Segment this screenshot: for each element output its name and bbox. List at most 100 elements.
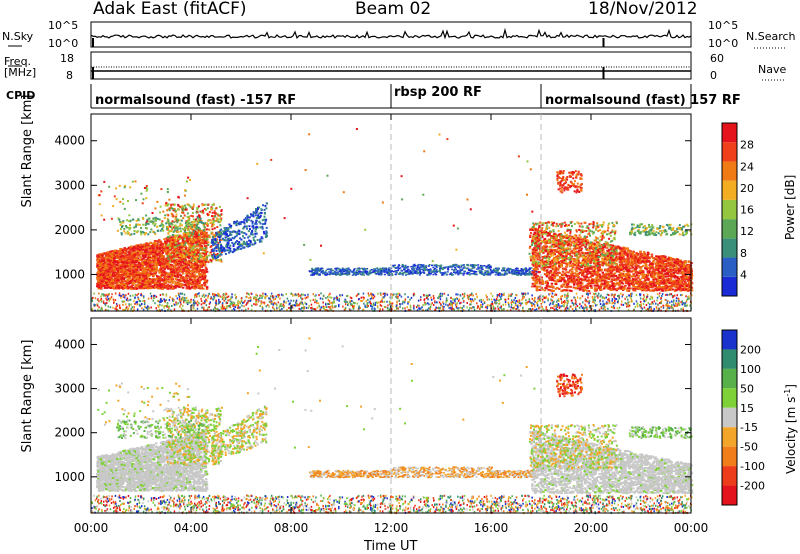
echo-mark [212,256,214,259]
echo-mark [201,232,204,235]
echo-mark [345,267,348,270]
echo-mark [154,222,157,225]
echo-mark [359,272,362,275]
echo-mark [233,248,236,251]
echo-mark [164,240,167,243]
echo-mark [235,223,238,226]
echo-mark [174,278,178,280]
echo-mark [154,216,157,219]
echo-mark [157,269,161,272]
echo-mark [150,220,153,223]
echo-mark [193,232,196,235]
echo-mark [129,285,132,288]
echo-mark [129,224,131,227]
echo-mark [103,180,106,183]
echo-mark [204,279,207,282]
echo-mark [227,228,230,230]
echo-mark [195,245,198,248]
echo-mark [103,286,107,289]
freq-label: Freq. [4,55,32,68]
echo-mark [220,253,223,256]
echo-mark [179,264,183,267]
echo-mark [168,249,171,252]
echo-mark [463,270,466,273]
echo-mark [399,271,402,274]
echo-mark [148,247,151,250]
echo-mark [242,235,244,238]
echo-mark [427,265,430,267]
echo-mark [133,229,136,232]
echo-mark [169,260,172,263]
echo-mark [173,246,176,248]
echo-mark [362,272,364,274]
echo-mark [96,272,100,275]
echo-mark [192,279,195,282]
echo-mark [208,228,211,231]
echo-mark [224,233,227,236]
echo-mark [222,248,225,251]
echo-mark [202,209,204,212]
echo-mark [169,268,172,271]
echo-mark [215,212,218,215]
echo-mark [194,238,197,241]
echo-mark [117,279,120,282]
echo-mark [265,230,268,233]
echo-mark [177,282,181,285]
echo-mark [381,267,384,269]
echo-mark [122,202,125,205]
echo-mark [136,247,139,250]
echo-mark [194,251,197,254]
nsearch-label: N.Search [746,30,796,43]
echo-mark [180,230,182,233]
echo-mark [252,211,255,214]
echo-mark [261,219,264,222]
echo-mark [135,287,139,290]
echo-mark [99,273,102,276]
echo-mark [119,228,122,231]
echo-mark [180,219,183,222]
echo-mark [181,286,185,289]
echo-mark [169,249,173,252]
echo-mark [185,247,188,250]
echo-mark [197,251,200,254]
echo-mark [107,256,110,259]
echo-mark [200,262,203,265]
echo-mark [193,253,196,256]
echo-mark [183,281,187,284]
echo-mark [188,276,191,279]
echo-mark [511,271,514,273]
nave-label: Nave [758,63,787,76]
echo-mark [96,265,99,268]
echo-mark [520,270,523,273]
echo-mark [198,267,202,269]
echo-mark [174,265,177,268]
echo-mark [233,222,236,225]
echo-mark [126,219,129,222]
echo-mark [480,268,483,270]
echo-mark [189,246,192,249]
echo-mark [117,287,121,290]
echo-mark [321,272,324,275]
echo-mark [243,237,246,239]
echo-mark [263,208,266,211]
echo-mark [515,273,518,275]
echo-mark [198,233,200,236]
echo-mark [445,273,448,275]
echo-mark [169,267,172,269]
echo-mark [471,270,474,272]
echo-mark [362,268,365,271]
echo-mark [182,252,186,255]
echo-mark [483,265,486,267]
echo-mark [520,268,523,270]
echo-mark [254,242,257,245]
echo-mark [179,279,182,282]
echo-mark [431,264,433,267]
echo-mark [134,251,137,254]
echo-mark [212,248,214,251]
echo-mark [124,263,127,266]
echo-mark [404,274,407,276]
echo-mark [376,267,379,269]
echo-mark [168,278,172,281]
echo-mark [342,273,345,275]
echo-mark [178,238,181,241]
